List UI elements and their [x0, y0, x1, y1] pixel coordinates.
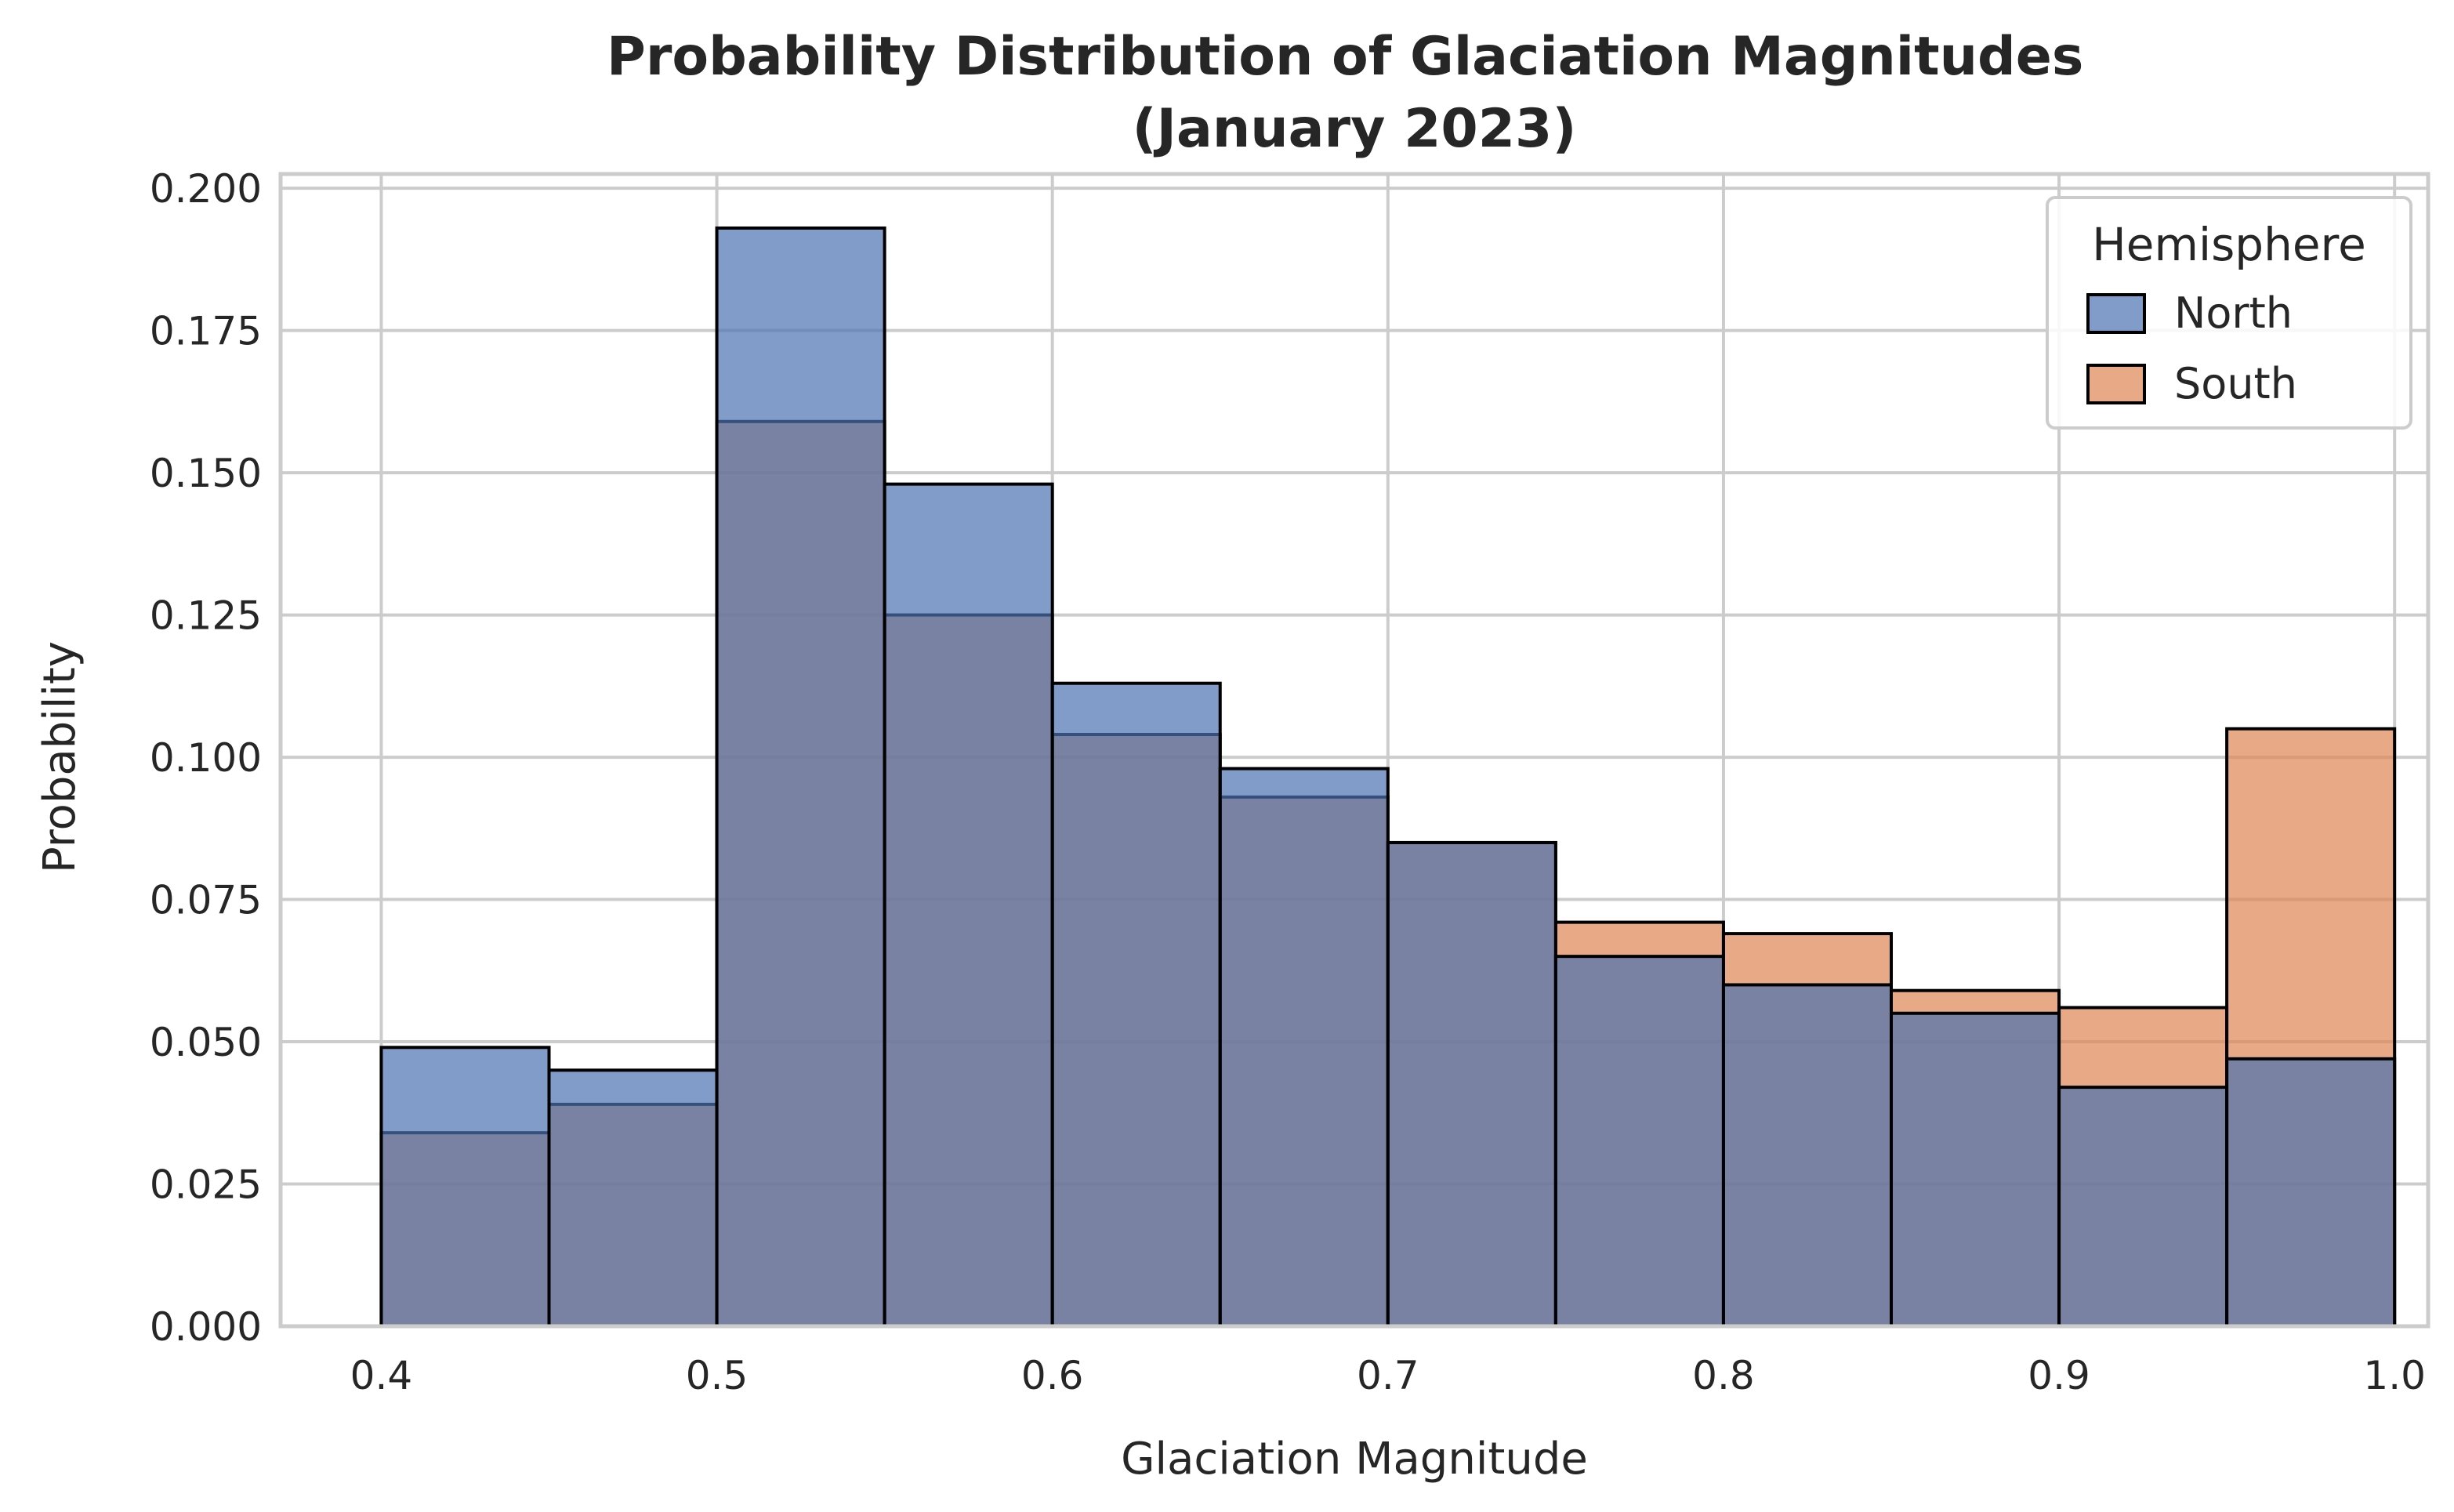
x-tick-label-4: 0.8 — [1692, 1353, 1755, 1398]
bar-north-6 — [1386, 840, 1557, 1329]
bar-north-7 — [1553, 955, 1725, 1329]
plot-frame — [278, 172, 2430, 1329]
y-tick-label-3: 0.075 — [150, 878, 262, 923]
x-tick-label-0: 0.4 — [350, 1353, 413, 1398]
y-tick-label-2: 0.050 — [150, 1020, 262, 1065]
bar-north-3 — [883, 482, 1054, 1328]
y-tick-label-8: 0.200 — [150, 166, 262, 212]
bar-north-8 — [1721, 983, 1893, 1328]
legend-title: Hemisphere — [2092, 218, 2366, 271]
tick-labels: 0.4 0.5 0.6 0.7 0.8 0.9 1.0 0.000 0.025 0.050 0.07… — [150, 166, 2426, 1398]
x-tick-label-1: 0.5 — [686, 1353, 749, 1398]
bar-north-4 — [1050, 681, 1222, 1328]
chart-title: Probability Distribution of Glaciation M… — [607, 26, 2102, 160]
y-tick-label-0: 0.000 — [150, 1304, 262, 1350]
bar-north-11 — [2225, 1057, 2397, 1328]
y-tick-label-4: 0.100 — [150, 735, 262, 781]
bar-north-10 — [2057, 1086, 2229, 1328]
legend-label-north: North — [2174, 288, 2293, 338]
bar-north-2 — [715, 226, 886, 1328]
legend-label-south: South — [2174, 359, 2297, 408]
bar-north-5 — [1218, 767, 1390, 1328]
x-axis-label: Glaciation Magnitude — [1121, 1434, 1588, 1485]
x-tick-label-6: 1.0 — [2363, 1353, 2426, 1398]
plot-border — [278, 172, 2430, 1329]
chart-title-line-2: (January 2023) — [1133, 98, 1577, 160]
bars — [379, 226, 2397, 1329]
y-tick-label-7: 0.175 — [150, 309, 262, 354]
legend-swatch-south — [2086, 364, 2146, 404]
bar-north-0 — [379, 1046, 551, 1328]
y-tick-label-5: 0.125 — [150, 593, 262, 639]
y-tick-label-6: 0.150 — [150, 451, 262, 496]
x-tick-label-5: 0.9 — [2028, 1353, 2090, 1398]
legend: Hemisphere North South — [2046, 196, 2412, 430]
bar-north-9 — [1890, 1011, 2061, 1328]
bar-north-1 — [547, 1068, 719, 1329]
legend-swatch-north — [2086, 293, 2146, 334]
x-tick-label-3: 0.7 — [1357, 1353, 1419, 1398]
y-tick-label-1: 0.025 — [150, 1162, 262, 1208]
y-axis-label: Probability — [34, 641, 85, 873]
x-tick-label-2: 0.6 — [1021, 1353, 1084, 1398]
chart-title-line-1: Probability Distribution of Glaciation M… — [607, 26, 2083, 88]
